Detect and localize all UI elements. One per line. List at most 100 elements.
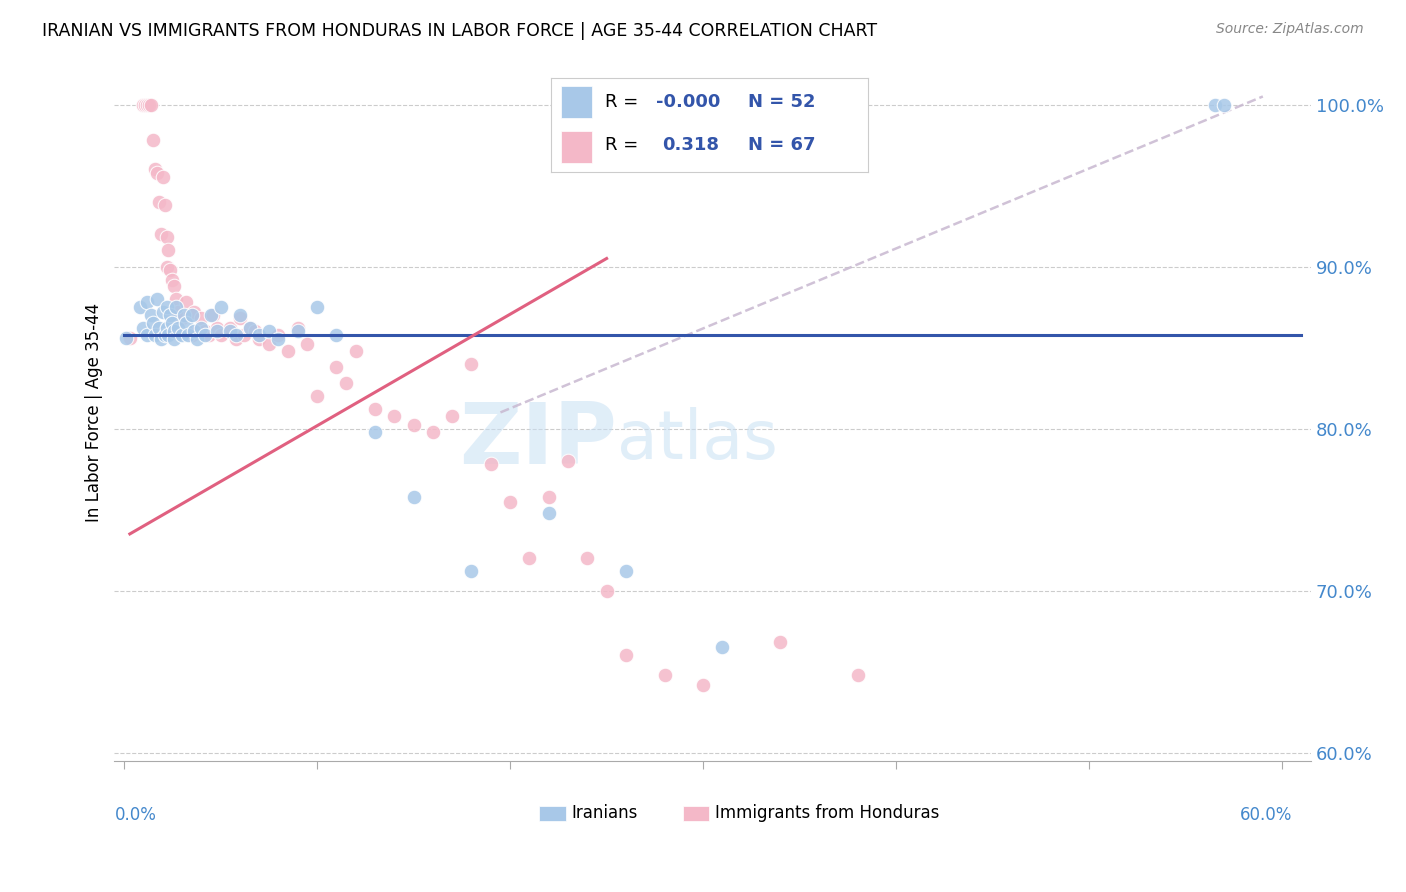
Point — [654, 668, 676, 682]
Point — [148, 194, 170, 209]
Point — [219, 325, 242, 339]
Point — [148, 321, 170, 335]
Point — [307, 300, 329, 314]
Point — [692, 677, 714, 691]
Text: ZIP: ZIP — [460, 399, 617, 482]
Point — [307, 389, 329, 403]
Point — [118, 331, 141, 345]
Point — [537, 490, 560, 504]
Point — [146, 292, 169, 306]
Point — [128, 300, 150, 314]
Point — [170, 311, 193, 326]
Point — [205, 325, 228, 339]
Point — [179, 308, 201, 322]
Point — [180, 327, 202, 342]
Point — [163, 333, 186, 347]
Point — [132, 321, 155, 335]
Point — [267, 327, 290, 342]
Text: atlas: atlas — [617, 408, 778, 474]
Point — [1204, 97, 1226, 112]
Point — [153, 198, 176, 212]
Point — [225, 327, 247, 342]
Point — [422, 425, 444, 439]
Point — [247, 327, 270, 342]
Point — [139, 308, 162, 322]
Point — [460, 564, 482, 578]
Point — [277, 343, 299, 358]
Point — [143, 327, 166, 342]
Point — [576, 551, 599, 566]
Point — [180, 308, 202, 322]
Point — [209, 327, 232, 342]
Point — [157, 327, 180, 342]
Point — [139, 97, 162, 112]
Point — [183, 325, 205, 339]
Point — [335, 376, 357, 391]
Point — [194, 325, 217, 339]
Point — [537, 506, 560, 520]
Point — [287, 325, 309, 339]
Text: 60.0%: 60.0% — [1240, 806, 1292, 824]
FancyBboxPatch shape — [683, 806, 709, 822]
Point — [287, 321, 309, 335]
Point — [257, 325, 280, 339]
Point — [173, 308, 195, 322]
Point — [177, 327, 200, 342]
Point — [159, 262, 181, 277]
Point — [149, 333, 172, 347]
Point — [247, 333, 270, 347]
Point — [846, 668, 869, 682]
Point — [174, 316, 197, 330]
Point — [614, 648, 637, 663]
Point — [138, 97, 160, 112]
Point — [519, 551, 541, 566]
Point — [499, 494, 522, 508]
Point — [225, 333, 247, 347]
Point — [136, 327, 159, 342]
Point — [595, 583, 617, 598]
Point — [167, 321, 190, 335]
Point — [479, 457, 502, 471]
Point — [382, 409, 405, 423]
Point — [200, 308, 222, 322]
Point — [163, 325, 186, 339]
Point — [232, 327, 254, 342]
Point — [229, 311, 252, 326]
Point — [142, 316, 165, 330]
FancyBboxPatch shape — [540, 806, 565, 822]
Point — [134, 97, 156, 112]
Point — [325, 327, 347, 342]
Point — [297, 337, 319, 351]
Point — [245, 325, 267, 339]
Point — [1213, 97, 1236, 112]
Point — [155, 230, 177, 244]
Point — [238, 321, 260, 335]
Point — [614, 564, 637, 578]
Point — [441, 409, 464, 423]
Point — [190, 321, 212, 335]
Point — [132, 97, 155, 112]
Point — [460, 357, 482, 371]
Point — [162, 272, 184, 286]
Point — [364, 425, 387, 439]
Point — [136, 97, 159, 112]
Point — [136, 295, 159, 310]
Point — [344, 343, 367, 358]
Text: Source: ZipAtlas.com: Source: ZipAtlas.com — [1216, 22, 1364, 37]
Point — [165, 292, 187, 306]
Point — [769, 635, 792, 649]
Point — [152, 170, 174, 185]
Point — [142, 133, 165, 147]
Point — [711, 640, 734, 655]
Point — [167, 305, 190, 319]
Point — [364, 402, 387, 417]
Y-axis label: In Labor Force | Age 35-44: In Labor Force | Age 35-44 — [86, 303, 103, 522]
Point — [163, 279, 186, 293]
Text: IRANIAN VS IMMIGRANTS FROM HONDURAS IN LABOR FORCE | AGE 35-44 CORRELATION CHART: IRANIAN VS IMMIGRANTS FROM HONDURAS IN L… — [42, 22, 877, 40]
Point — [209, 300, 232, 314]
Point — [143, 162, 166, 177]
Point — [153, 327, 176, 342]
Point — [165, 300, 187, 314]
Point — [267, 333, 290, 347]
Point — [402, 418, 425, 433]
